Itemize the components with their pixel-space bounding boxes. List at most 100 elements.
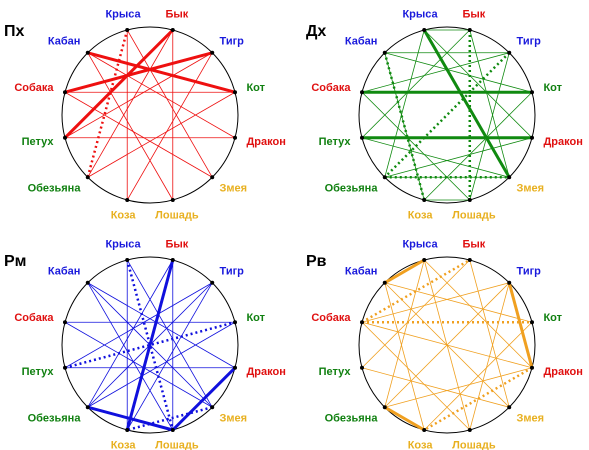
- vertex-dot: [210, 280, 215, 285]
- animal-label: Обезьяна: [325, 412, 379, 424]
- connection: [384, 29, 425, 178]
- animal-label: Кабан: [48, 35, 81, 47]
- animal-label: Тигр: [517, 35, 542, 47]
- connection: [507, 282, 534, 369]
- vertex-dot: [233, 90, 238, 95]
- animal-label: Коза: [111, 439, 137, 450]
- connection: [64, 321, 236, 369]
- vertex-dot: [382, 405, 387, 410]
- connection: [87, 405, 174, 432]
- vertex-dot: [382, 280, 387, 285]
- vertex-dot: [62, 365, 67, 370]
- vertex-dot: [62, 135, 67, 140]
- connection: [361, 29, 471, 139]
- connection: [384, 137, 533, 178]
- connection: [64, 321, 213, 408]
- circle: [358, 256, 536, 434]
- animal-label: Собака: [14, 312, 54, 324]
- panel-title: Рм: [4, 253, 27, 270]
- animal-label: Обезьяна: [28, 182, 82, 194]
- vertex-dot: [85, 50, 90, 55]
- connection: [87, 51, 236, 94]
- vertex-dot: [467, 257, 472, 262]
- vertex-dot: [85, 405, 90, 410]
- connection: [469, 259, 510, 408]
- animal-label: Дракон: [543, 136, 582, 148]
- connection: [384, 282, 425, 431]
- connection: [384, 282, 510, 408]
- animal-label: Тигр: [517, 265, 542, 277]
- connection: [87, 259, 174, 408]
- animal-label: Кабан: [345, 265, 378, 277]
- vertex-dot: [422, 27, 427, 32]
- animal-label: Крыса: [105, 8, 141, 20]
- panel-title: Дх: [306, 23, 326, 40]
- circle: [61, 26, 239, 204]
- animal-label: Собака: [311, 82, 351, 94]
- animal-label: Лошадь: [155, 439, 199, 450]
- vertex-dot: [422, 257, 427, 262]
- vertex-dot: [210, 175, 215, 180]
- connection: [126, 259, 213, 408]
- animal-label: Петух: [319, 366, 352, 378]
- connection: [125, 259, 175, 431]
- vertex-dot: [170, 27, 175, 32]
- connection: [126, 282, 213, 431]
- connection: [87, 321, 236, 408]
- vertex-dot: [233, 320, 238, 325]
- vertex-dot: [170, 198, 175, 203]
- connection: [361, 258, 471, 324]
- connection: [63, 28, 174, 139]
- vertex-dot: [125, 257, 130, 262]
- connection: [384, 258, 425, 285]
- animal-label: Петух: [319, 136, 352, 148]
- animal-label: Обезьяна: [325, 182, 379, 194]
- animal-label: Лошадь: [452, 209, 496, 221]
- animal-label: Кот: [246, 312, 265, 324]
- animal-label: Кабан: [48, 265, 81, 277]
- animal-label: Обезьяна: [28, 412, 82, 424]
- vertex-dot: [85, 280, 90, 285]
- vertex-dot: [210, 50, 215, 55]
- vertex-dot: [530, 135, 535, 140]
- connection: [64, 282, 213, 369]
- connection: [126, 406, 213, 432]
- animal-label: Бык: [463, 238, 486, 250]
- animal-label: Кот: [543, 82, 562, 94]
- animal-label: Петух: [22, 366, 55, 378]
- connection: [64, 91, 213, 178]
- animal-label: Тигр: [220, 35, 245, 47]
- vertex-dot: [530, 320, 535, 325]
- animal-label: Бык: [463, 8, 486, 20]
- connection: [86, 29, 129, 178]
- animal-label: Дракон: [543, 366, 582, 378]
- connection: [87, 52, 236, 139]
- vertex-dot: [359, 135, 364, 140]
- animal-label: Петух: [22, 136, 55, 148]
- vertex-dot: [170, 257, 175, 262]
- connection: [87, 52, 174, 201]
- animal-label: Бык: [166, 8, 189, 20]
- vertex-dot: [382, 50, 387, 55]
- animal-label: Дракон: [246, 136, 285, 148]
- panel-title: Пх: [4, 23, 25, 40]
- animal-label: Коза: [111, 209, 137, 221]
- vertex-dot: [530, 90, 535, 95]
- vertex-dot: [507, 405, 512, 410]
- vertex-dot: [125, 428, 130, 433]
- connection: [383, 51, 511, 179]
- connection: [87, 282, 236, 369]
- vertex-dot: [233, 365, 238, 370]
- vertex-dot: [233, 135, 238, 140]
- animal-label: Кот: [246, 82, 265, 94]
- animal-label: Бык: [166, 238, 189, 250]
- animal-label: Крыса: [402, 238, 438, 250]
- connection: [361, 137, 510, 178]
- vertex-dot: [507, 175, 512, 180]
- vertex-dot: [467, 27, 472, 32]
- connection: [422, 29, 511, 178]
- connection: [384, 52, 533, 93]
- connection: [64, 51, 213, 94]
- panel-title: Рв: [306, 253, 327, 270]
